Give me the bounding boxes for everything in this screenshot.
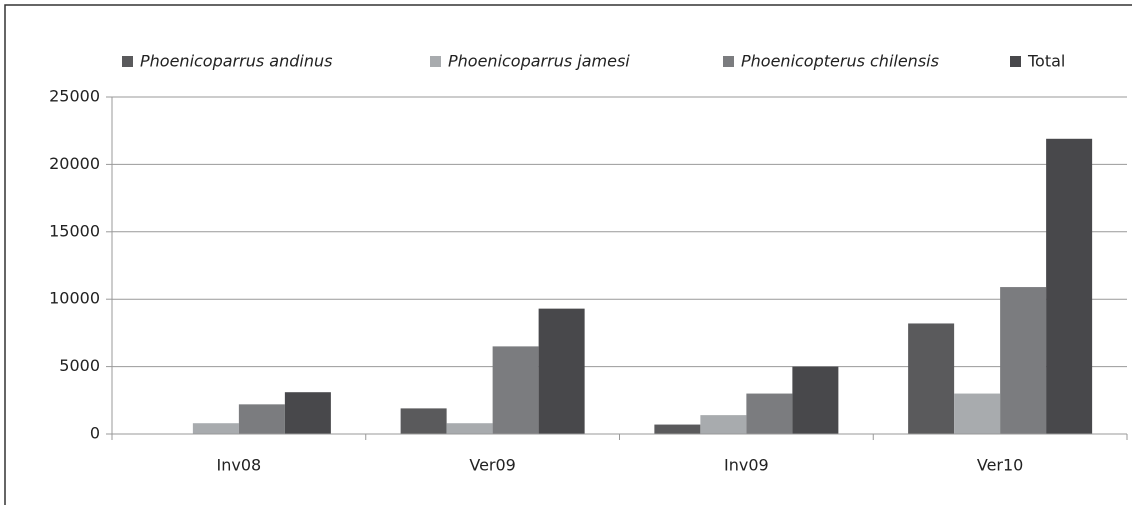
x-tick-label: Inv09 [724, 456, 769, 475]
y-tick-label: 0 [90, 424, 100, 443]
legend-swatch [430, 56, 441, 67]
y-tick-label: 5000 [59, 356, 100, 375]
legend-swatch [122, 56, 133, 67]
bar [908, 323, 955, 434]
y-tick-label: 25000 [49, 87, 100, 106]
legend-label: Total [1027, 52, 1065, 71]
bar [654, 424, 701, 434]
bar [446, 423, 493, 434]
bar [700, 415, 747, 434]
legend-swatch [1010, 56, 1021, 67]
bar [1000, 287, 1047, 434]
legend-swatch [723, 56, 734, 67]
bar [1046, 138, 1093, 434]
bar [792, 366, 839, 434]
bar [192, 423, 239, 434]
bar [284, 392, 331, 434]
y-tick-label: 10000 [49, 289, 100, 308]
bar [492, 346, 539, 434]
bar [746, 393, 793, 434]
x-tick-label: Ver10 [977, 456, 1023, 475]
y-tick-label: 20000 [49, 154, 100, 173]
y-tick-label: 15000 [49, 221, 100, 240]
legend-label: Phoenicopterus chilensis [741, 52, 939, 71]
bar [538, 308, 585, 434]
x-tick-label: Ver09 [469, 456, 515, 475]
legend-label: Phoenicoparrus andinus [140, 52, 332, 71]
legend-label: Phoenicoparrus jamesi [448, 52, 630, 71]
bar [400, 408, 447, 434]
x-tick-label: Inv08 [217, 456, 262, 475]
bar [954, 393, 1001, 434]
bar [238, 404, 285, 434]
